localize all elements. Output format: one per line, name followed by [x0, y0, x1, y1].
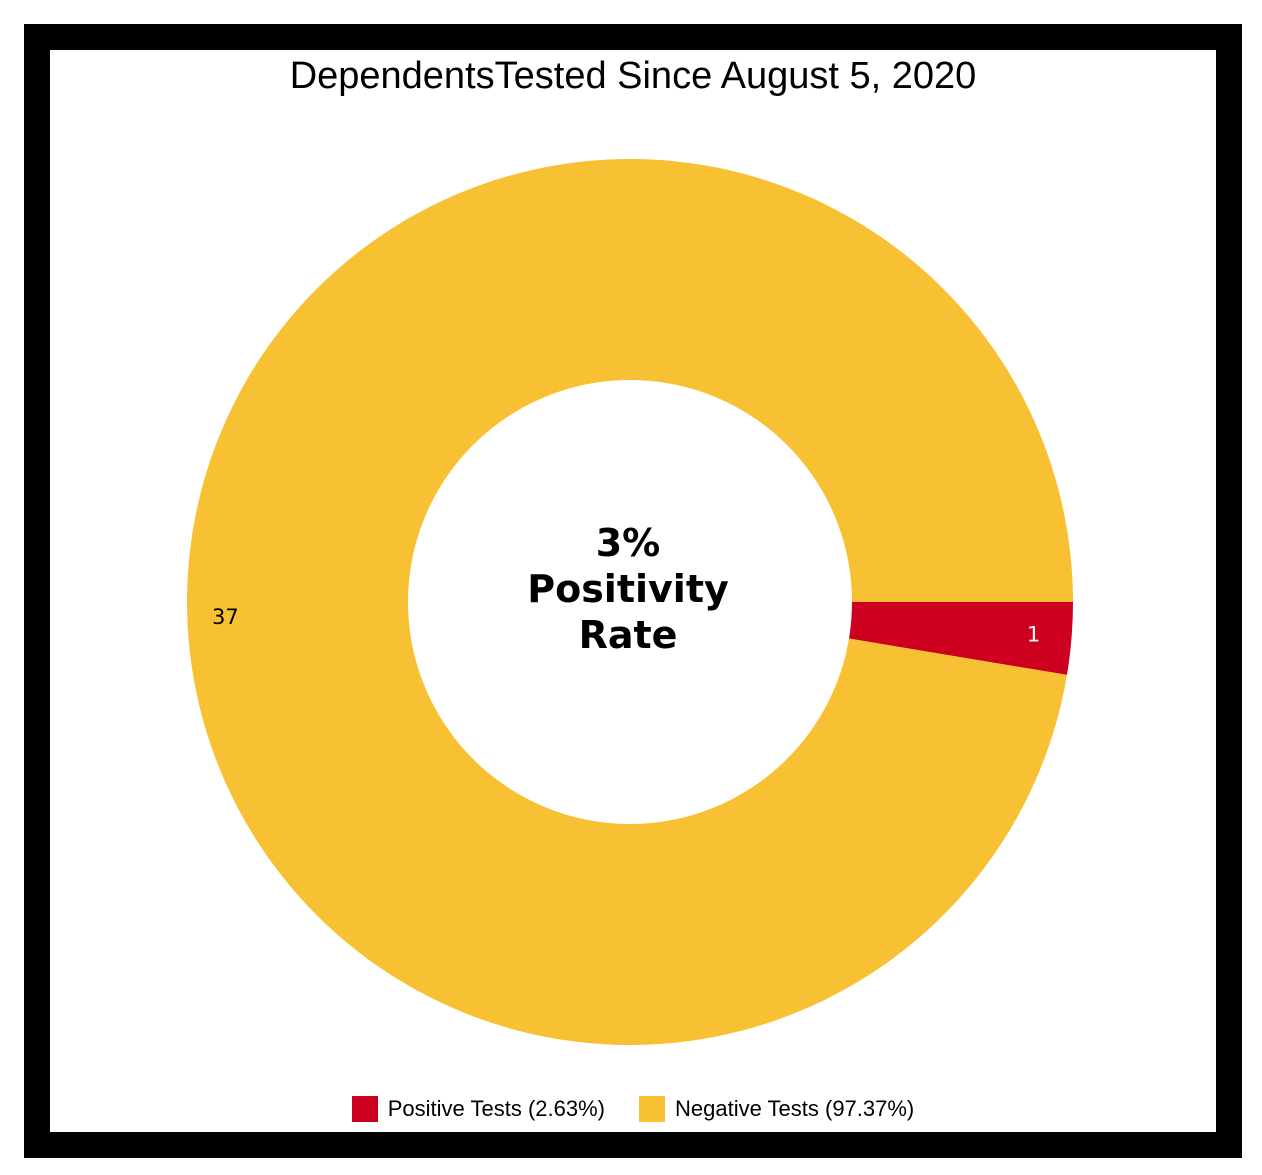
center-label: 3% Positivity Rate: [480, 520, 776, 658]
donut-slice-negative: [187, 158, 1074, 1045]
slice-label-positive: 1: [1027, 622, 1040, 646]
center-label-line-1: 3%: [595, 521, 661, 565]
legend-label-positive: Positive Tests (2.63%): [387, 1096, 605, 1121]
legend: Positive Tests (2.63%) Negative Tests (9…: [50, 1096, 1216, 1122]
legend-label-negative: Negative Tests (97.37%): [674, 1096, 915, 1121]
center-label-line-3: Rate: [578, 613, 678, 657]
legend-item-positive: Positive Tests (2.63%): [351, 1096, 605, 1122]
slice-label-negative: 37: [212, 605, 239, 629]
center-label-line-2: Positivity: [527, 567, 729, 611]
legend-item-negative: Negative Tests (97.37%): [638, 1096, 915, 1122]
legend-swatch-negative: [638, 1096, 665, 1122]
donut-slice-positive: [848, 602, 1073, 675]
chart-title: DependentsTested Since August 5, 2020: [289, 55, 977, 97]
legend-swatch-positive: [351, 1096, 378, 1122]
